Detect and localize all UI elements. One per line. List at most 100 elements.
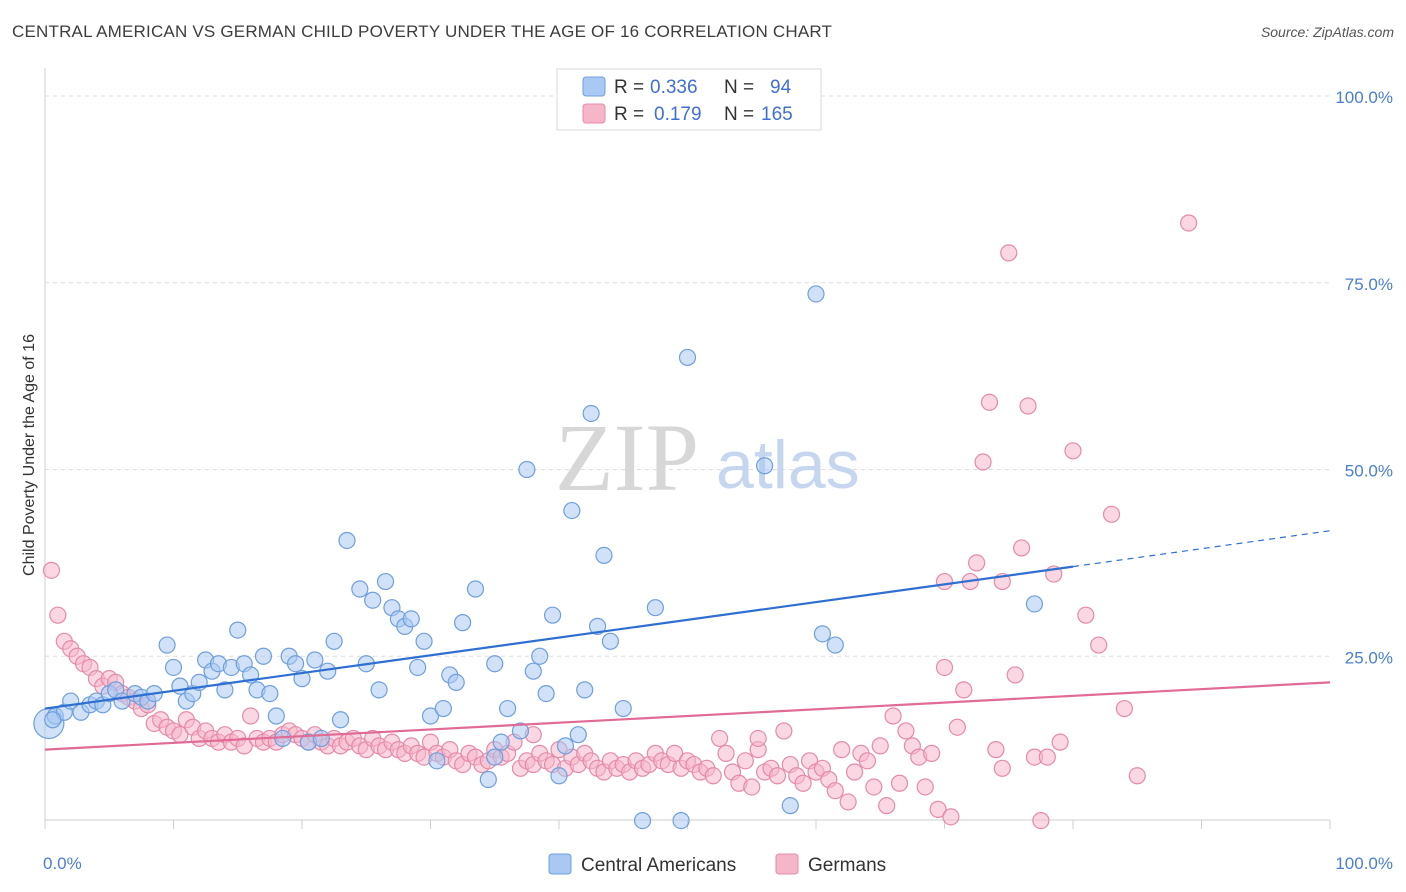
germans-point xyxy=(1128,767,1146,785)
stats-legend-n-label-pink: N = xyxy=(724,104,754,125)
central-americans-point xyxy=(454,614,472,632)
germans-point xyxy=(878,797,896,815)
central-americans-point xyxy=(511,722,530,740)
central-americans-point xyxy=(370,681,388,699)
central-americans-point xyxy=(466,580,485,598)
central-americans-point xyxy=(550,767,568,785)
germans-point xyxy=(890,774,909,792)
central-americans-point xyxy=(556,737,575,755)
stats-legend-n-value-blue: 94 xyxy=(770,77,792,98)
central-americans-point xyxy=(524,662,542,680)
central-americans-point xyxy=(409,658,427,677)
trend-lines xyxy=(44,530,1331,751)
stats-legend-n-value-pink: 165 xyxy=(761,104,793,125)
central-americans-point xyxy=(543,606,562,624)
y-tick-labels: 25.0% 50.0% 75.0% 100.0% xyxy=(1335,88,1393,667)
stats-legend-n-label-blue: N = xyxy=(724,77,754,98)
germans-point xyxy=(736,752,754,770)
germans-point xyxy=(1077,606,1095,624)
germans-point xyxy=(980,393,999,411)
central-americans-point xyxy=(826,636,844,654)
germans-point xyxy=(749,729,767,748)
central-americans-point xyxy=(331,711,350,729)
central-americans-point xyxy=(1025,595,1044,613)
germans-point xyxy=(775,722,793,740)
germans-point xyxy=(49,606,67,624)
stats-legend-r-label-blue: R = xyxy=(614,77,644,98)
stats-legend-swatch-pink xyxy=(582,103,606,124)
germans-point xyxy=(923,744,941,762)
germans-point xyxy=(871,737,889,755)
germans-point xyxy=(987,741,1005,759)
central-americans-trend-line xyxy=(44,565,1074,710)
legend-label-central-americans: Central Americans xyxy=(581,855,736,876)
stats-legend-swatch-blue xyxy=(582,76,606,97)
central-americans-point xyxy=(569,726,587,744)
central-americans-point xyxy=(325,632,343,650)
germans-point xyxy=(942,808,960,826)
x-tick-label: 0.0% xyxy=(43,854,82,873)
x-tick-label: 100.0% xyxy=(1335,854,1393,873)
germans-point xyxy=(1102,505,1121,523)
watermark: ZIP atlas xyxy=(555,404,860,511)
central-americans-point xyxy=(216,681,234,699)
central-americans-point xyxy=(351,580,369,598)
central-americans-point xyxy=(428,752,446,770)
y-tick-label: 25.0% xyxy=(1345,648,1393,667)
central-americans-point xyxy=(582,404,600,423)
legend-label-germans: Germans xyxy=(808,855,886,876)
germans-point xyxy=(884,707,902,725)
central-americans-point xyxy=(646,599,664,617)
germans-point xyxy=(235,737,253,755)
central-americans-point xyxy=(338,531,356,550)
germans-point xyxy=(1012,539,1031,557)
central-americans-point xyxy=(312,729,330,748)
germans-point xyxy=(704,767,722,785)
y-tick-label: 75.0% xyxy=(1345,275,1393,294)
germans-point xyxy=(1115,699,1134,718)
germans-point xyxy=(1180,214,1198,232)
central-americans-point xyxy=(254,647,273,665)
y-tick-label: 100.0% xyxy=(1335,88,1393,107)
legend-swatch-central-americans xyxy=(548,853,572,875)
germans-point xyxy=(955,681,973,699)
stats-legend-r-label-pink: R = xyxy=(614,104,644,125)
central-americans-point xyxy=(781,797,799,815)
central-americans-point xyxy=(755,457,774,475)
central-americans-point xyxy=(229,621,247,639)
central-americans-point xyxy=(576,681,594,699)
central-americans-point xyxy=(531,647,549,665)
central-americans-point xyxy=(588,617,607,635)
germans-point xyxy=(929,800,947,818)
source-label: Source: ZipAtlas.com xyxy=(1260,24,1394,40)
germans-point xyxy=(1019,397,1037,415)
series-legend: Central Americans Germans xyxy=(548,853,886,876)
germans-points xyxy=(42,214,1198,830)
central-americans-point xyxy=(633,811,652,830)
chart-title: CENTRAL AMERICAN VS GERMAN CHILD POVERTY… xyxy=(12,22,833,41)
germans-point xyxy=(974,453,992,471)
y-axis-title: Child Poverty Under the Age of 16 xyxy=(21,334,38,576)
germans-point xyxy=(935,572,954,591)
central-americans-point xyxy=(286,655,305,673)
central-americans-point xyxy=(499,699,517,718)
germans-point xyxy=(42,561,61,579)
stats-legend-r-value-pink: 0.179 xyxy=(654,104,702,125)
germans-point xyxy=(768,767,787,785)
central-americans-point xyxy=(813,625,832,643)
central-americans-point xyxy=(402,610,420,628)
germans-point xyxy=(935,658,954,677)
germans-point xyxy=(839,793,857,811)
germans-point xyxy=(1090,636,1108,654)
central-americans-point xyxy=(601,632,620,650)
germans-point xyxy=(1006,666,1024,684)
germans-point xyxy=(1038,748,1056,766)
germans-point xyxy=(865,778,883,796)
central-americans-point xyxy=(479,770,497,789)
stats-legend-r-value-blue: 0.336 xyxy=(650,77,698,98)
germans-point xyxy=(845,763,864,781)
central-americans-point xyxy=(364,591,382,609)
germans-point xyxy=(794,774,812,792)
central-americans-point xyxy=(415,632,433,650)
